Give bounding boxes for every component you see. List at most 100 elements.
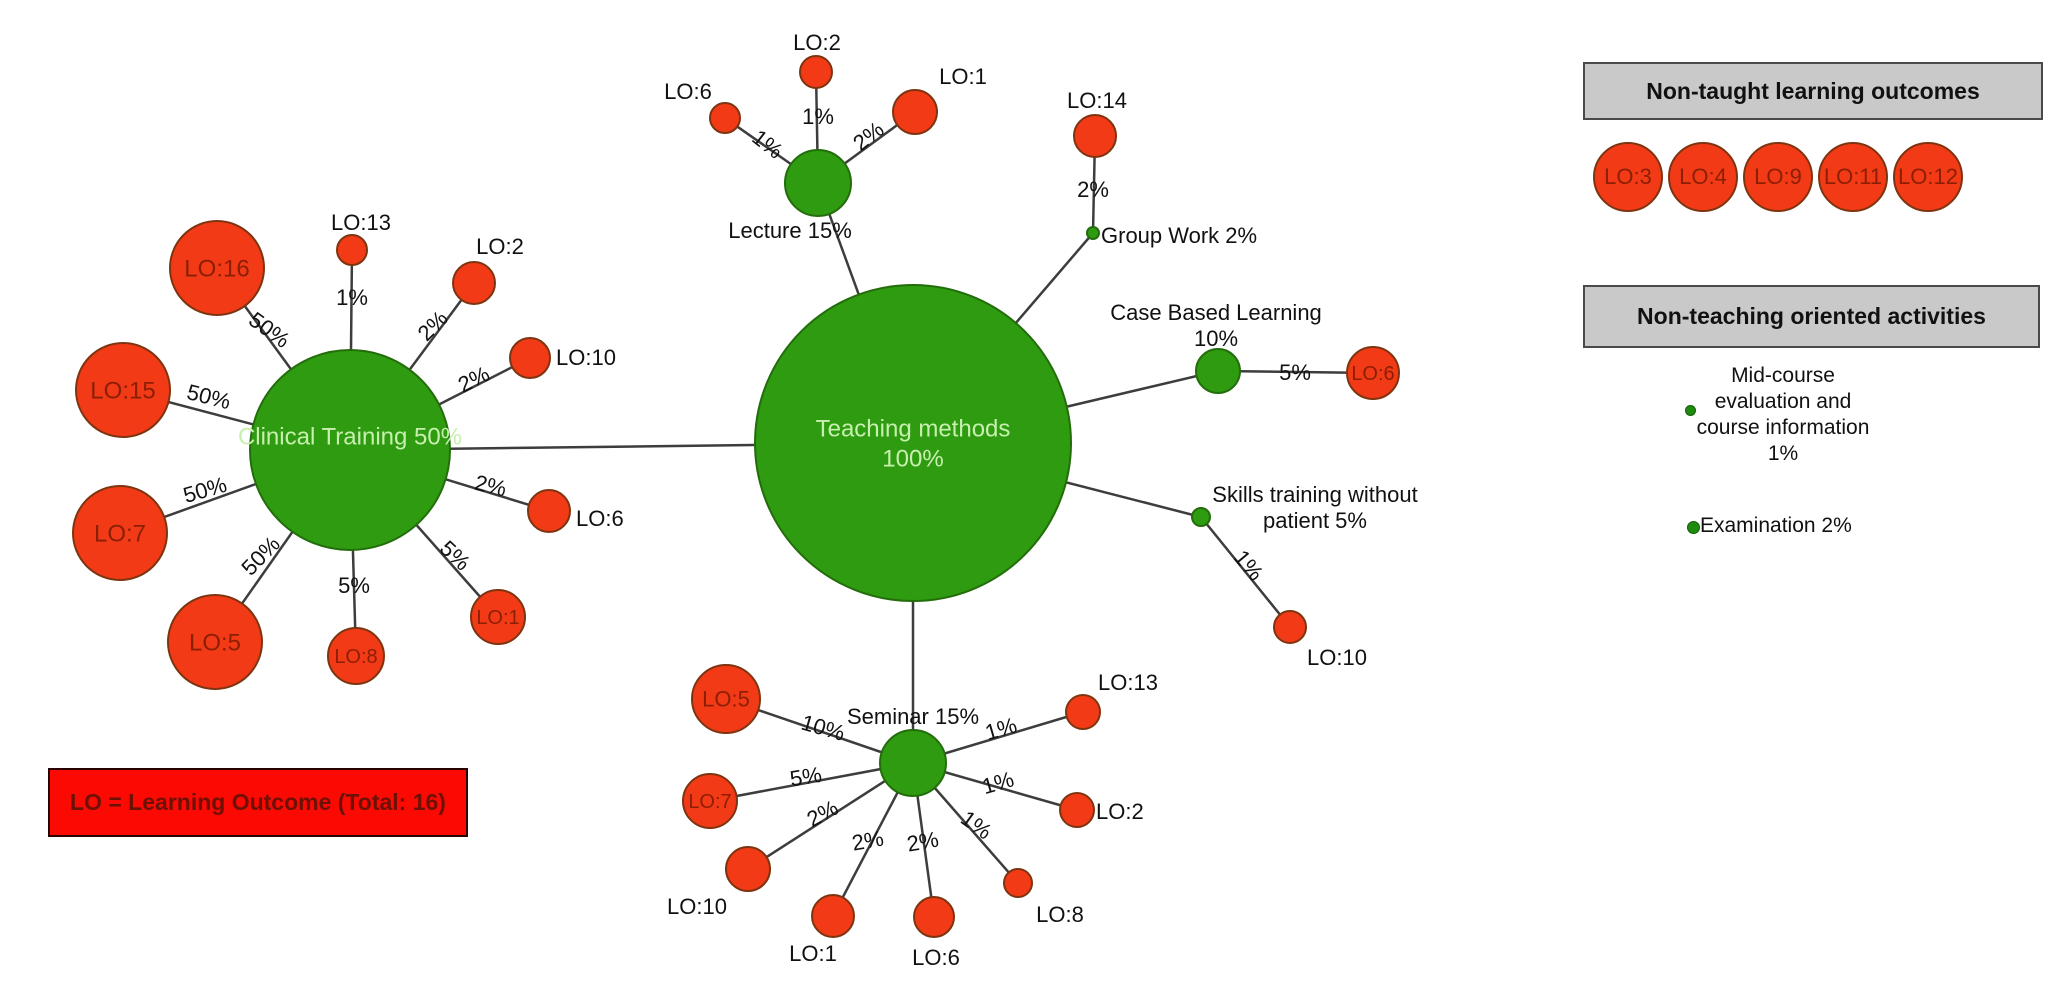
node-c2 [452, 261, 496, 305]
node-label-g14: LO:14 [1067, 88, 1127, 113]
legend-lo-circle: LO:11 [1818, 142, 1888, 212]
node-label-c10: LO:10 [556, 345, 616, 370]
node-label-c7: LO:7 [94, 520, 146, 547]
node-c16 [169, 220, 265, 316]
edge-weight-label: 2% [848, 116, 888, 155]
midcourse-line: course information [1696, 416, 1870, 439]
node-c5 [167, 594, 263, 690]
edge-weight-label: 10% [798, 710, 847, 746]
node-label-skills: Skills training without patient 5% [1212, 482, 1417, 533]
node-teaching [754, 284, 1072, 602]
node-groupwork [1086, 226, 1100, 240]
midcourse-legend-item: Mid-course evaluation and course informa… [1663, 363, 1903, 467]
examination-dot-icon [1687, 521, 1700, 534]
node-label-se7: LO:7 [688, 791, 731, 813]
midcourse-line: evaluation and [1714, 390, 1852, 413]
node-label-l2: LO:2 [793, 30, 841, 55]
node-label-se2: LO:2 [1096, 799, 1144, 824]
edge-weight-label: 2% [803, 795, 843, 832]
node-c8 [327, 627, 385, 685]
node-label-c6: LO:6 [576, 506, 624, 531]
node-c15 [75, 342, 171, 438]
node-l6 [709, 102, 741, 134]
node-label-lecture: Lecture 15% [728, 218, 852, 243]
node-label-seminar: Seminar 15% [847, 704, 979, 729]
node-label-se1: LO:1 [789, 941, 837, 966]
edge-weight-label: 50% [180, 472, 229, 508]
node-se2 [1059, 792, 1095, 828]
edge-skills-s10 [1200, 516, 1291, 628]
node-se5 [691, 664, 761, 734]
edge-weight-label: 2% [1077, 177, 1109, 202]
node-se13 [1065, 694, 1101, 730]
node-label-groupwork: Group Work 2% [1101, 223, 1257, 248]
node-g14 [1073, 114, 1117, 158]
node-label-cbl: Case Based Learning 10% [1110, 300, 1322, 351]
edge-weight-label: 5% [1279, 360, 1311, 385]
node-clinical [249, 349, 451, 551]
node-label-clinical: Clinical Training 50% [238, 423, 462, 450]
legend-lo-circle: LO:4 [1668, 142, 1738, 212]
node-se10 [725, 846, 771, 892]
node-label-se13: LO:13 [1098, 670, 1158, 695]
node-se1 [811, 894, 855, 938]
edge-weight-label: 1% [979, 766, 1016, 799]
node-cbl [1195, 348, 1241, 394]
node-label-se8: LO:8 [1036, 902, 1084, 927]
non-taught-legend-header: Non-taught learning outcomes [1583, 62, 2043, 120]
node-label-c13: LO:13 [331, 210, 391, 235]
node-label-c15: LO:15 [90, 377, 155, 404]
node-label-c5: LO:5 [189, 629, 241, 656]
edge-weight-label: 1% [336, 285, 368, 310]
node-label-s10: LO:10 [1307, 645, 1367, 670]
midcourse-line: 1% [1767, 442, 1799, 465]
edge-weight-label: 2% [905, 827, 941, 857]
node-label-se6: LO:6 [912, 945, 960, 970]
node-label-c2: LO:2 [476, 234, 524, 259]
node-se8 [1003, 868, 1033, 898]
node-se6 [913, 896, 955, 938]
node-skills [1191, 507, 1211, 527]
legend-lo-circle: LO:12 [1893, 142, 1963, 212]
node-c7 [72, 485, 168, 581]
midcourse-dot-icon [1685, 405, 1696, 416]
node-cb6 [1346, 346, 1400, 400]
node-label-c1: LO:1 [476, 607, 519, 629]
node-l2 [799, 55, 833, 89]
edge-weight-label: 1% [982, 712, 1019, 745]
edge-weight-label: 1% [1229, 545, 1269, 585]
node-label-l6: LO:6 [664, 79, 712, 104]
node-label-se10: LO:10 [667, 894, 727, 919]
legend-lo-circle: LO:9 [1743, 142, 1813, 212]
edge-weight-label: 2% [413, 306, 453, 346]
edge-weight-label: 2% [454, 361, 494, 397]
edge-weight-label: 2% [850, 826, 886, 856]
edge-weight-label: 50% [236, 531, 285, 580]
node-c10 [509, 337, 551, 379]
legend-lo-circle: LO:3 [1593, 142, 1663, 212]
node-lecture [784, 149, 852, 217]
node-c6 [527, 489, 571, 533]
node-c1 [470, 589, 526, 645]
non-teaching-legend-header: Non-teaching oriented activities [1583, 285, 2040, 348]
node-seminar [879, 729, 947, 797]
node-se7 [682, 773, 738, 829]
edge-weight-label: 1% [802, 104, 834, 129]
edge-weight-label: 2% [472, 470, 509, 502]
midcourse-line: Mid-course [1731, 364, 1835, 387]
node-label-c8: LO:8 [334, 646, 377, 668]
node-c13 [336, 234, 368, 266]
examination-legend-item: Examination 2% [1700, 514, 1852, 537]
edge-weight-label: 1% [956, 805, 996, 844]
edge-seminar-se7 [709, 761, 914, 803]
node-label-cb6: LO:6 [1351, 363, 1394, 385]
edge-weight-label: 5% [788, 762, 823, 792]
edge-weight-label: 5% [435, 536, 475, 576]
lo-abbreviation-note: LO = Learning Outcome (Total: 16) [48, 768, 468, 837]
edge-weight-label: 5% [338, 573, 370, 598]
node-label-c16: LO:16 [184, 255, 249, 282]
non-taught-legend-circles: LO:3 LO:4 LO:9 LO:11 LO:12 [1593, 142, 2043, 212]
node-label-teaching: Teaching methods 100% [816, 415, 1011, 472]
